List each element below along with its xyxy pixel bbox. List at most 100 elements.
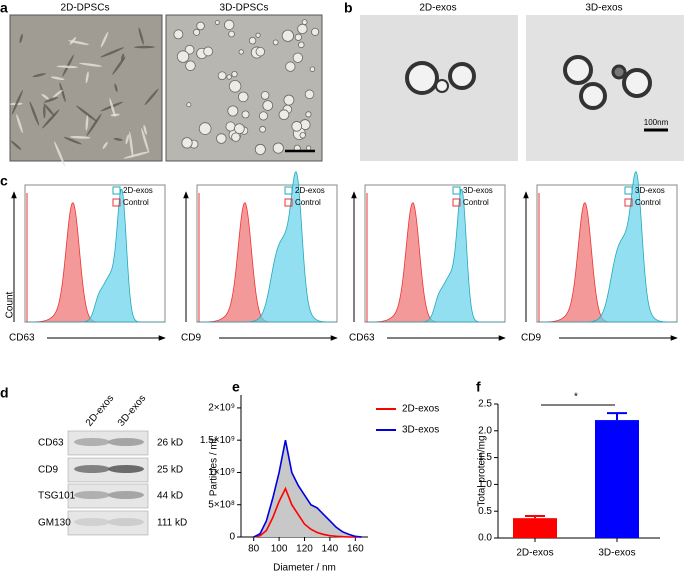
exo-histogram (365, 188, 505, 323)
legend-swatch (452, 198, 461, 207)
legend-label: Control (635, 198, 661, 207)
marker-label: CD63 (9, 333, 35, 344)
cell (121, 53, 125, 62)
y-tick-label: 1×10⁹ (208, 467, 235, 478)
cell (43, 103, 55, 117)
size-label: 25 kD (157, 465, 183, 476)
cell (56, 65, 78, 69)
size-label: 26 kD (157, 438, 183, 449)
cell (102, 141, 108, 149)
exo-histogram (537, 170, 678, 323)
cell (50, 76, 65, 80)
y-tick-label: 1.5×10⁹ (200, 435, 235, 446)
spheroid (231, 132, 241, 142)
blot-band (108, 518, 144, 526)
blot-band (74, 491, 110, 499)
legend-label: Control (463, 198, 489, 207)
panel-letter: e (232, 379, 240, 395)
spheroid (237, 91, 249, 103)
x-tick-label: 120 (296, 544, 313, 555)
spheroid (173, 29, 184, 40)
panel-letter: a (0, 0, 8, 16)
cell (141, 127, 149, 153)
cell (125, 134, 129, 145)
cell (109, 98, 116, 117)
panel-letter: f (476, 379, 481, 395)
spheroid (259, 125, 267, 133)
y-tick-label: 1.0 (478, 479, 492, 490)
image-title: 3D-DPSCs (220, 3, 269, 14)
cell (114, 83, 118, 92)
spheroid (186, 102, 192, 108)
spheroid (283, 94, 295, 106)
spheroid (294, 33, 302, 41)
cell (54, 141, 66, 167)
series-line (253, 440, 362, 538)
spheroid (292, 52, 303, 63)
spheroid (298, 41, 305, 49)
spheroid (254, 143, 266, 155)
panel-letter: c (0, 173, 8, 189)
vesicles (405, 55, 652, 110)
y-tick-label: 2.0 (478, 425, 492, 436)
y-tick-label: 1.5 (478, 452, 492, 463)
spheroid (196, 21, 205, 31)
y-tick-label: 2×10⁹ (208, 403, 235, 414)
image-title: 2D-exos (419, 3, 456, 14)
spheroid (198, 122, 212, 135)
blot-band (74, 518, 110, 526)
marker-label: CD63 (349, 333, 375, 344)
spheroid (176, 50, 190, 63)
spheroid (203, 46, 214, 57)
cell (129, 131, 134, 158)
spheroid (272, 142, 284, 154)
spheroid (238, 49, 244, 55)
cell (62, 54, 74, 77)
legend-label: Control (295, 198, 321, 207)
cell (69, 136, 91, 139)
cell (53, 89, 63, 98)
legend-label: 3D-exos (463, 186, 493, 195)
spheroid (214, 20, 220, 25)
legend-label: Control (123, 198, 149, 207)
legend-swatch (112, 198, 121, 207)
x-tick-label: 3D-exos (598, 548, 635, 559)
spheroid (184, 44, 195, 55)
cell (43, 105, 46, 119)
micrograph (526, 15, 684, 161)
cell (138, 27, 144, 45)
spheroid (278, 109, 290, 121)
bar (595, 420, 639, 538)
cell (85, 71, 89, 84)
marker-label: CD9 (521, 333, 541, 344)
spheroid (248, 36, 257, 45)
series-line (253, 486, 362, 538)
size-label: 111 kD (157, 518, 187, 529)
error-bar (525, 515, 545, 519)
x-tick-label: 100 (271, 544, 288, 555)
cell (112, 56, 126, 75)
x-axis-label: Diameter / nm (273, 563, 336, 574)
spheroid (260, 91, 270, 100)
cell (123, 151, 150, 159)
exo-histogram (25, 188, 165, 323)
spheroid (227, 105, 239, 117)
cell (85, 115, 89, 131)
blot-band (74, 465, 110, 473)
significance-label: * (574, 392, 578, 403)
spheroid (281, 29, 294, 42)
scale-label: 100nm (644, 118, 669, 127)
cell (86, 113, 102, 137)
cell (134, 45, 156, 49)
spheroid (241, 110, 250, 119)
spheroid (311, 27, 320, 36)
spheroid (297, 23, 308, 35)
column-label: 3D-exos (116, 393, 148, 429)
cell (19, 33, 23, 44)
y-axis-label: Particles / mL (209, 435, 220, 496)
legend-label: 2D-exos (123, 186, 153, 195)
area-fill (253, 440, 362, 537)
spheroid (305, 145, 312, 151)
error-bar (607, 412, 627, 421)
